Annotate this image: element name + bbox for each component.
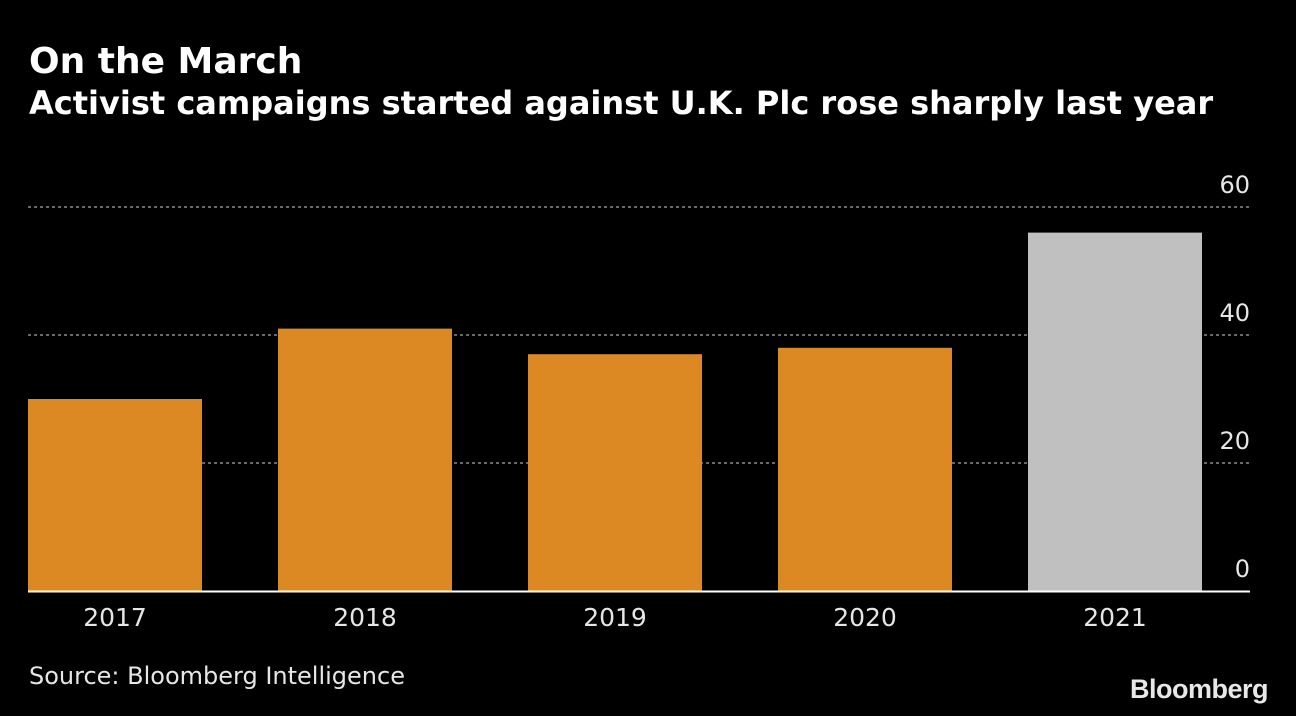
bar-2019 — [528, 354, 702, 591]
x-axis-ticks: 2017 2018 2019 2020 2021 — [83, 603, 1147, 632]
x-tick-label-2021: 2021 — [1083, 603, 1147, 632]
bar-2017 — [28, 399, 202, 591]
source-note: Source: Bloomberg Intelligence — [29, 662, 405, 690]
bars — [28, 232, 1202, 591]
x-tick-label-2017: 2017 — [83, 603, 147, 632]
y-axis-ticks: 0 20 40 60 — [1219, 171, 1250, 583]
chart-subtitle: Activist campaigns started against U.K. … — [29, 84, 1214, 122]
y-tick-label-20: 20 — [1219, 427, 1250, 455]
bar-2020 — [778, 347, 952, 591]
y-tick-label-40: 40 — [1219, 299, 1250, 327]
bar-2021 — [1028, 232, 1202, 591]
bar-2018 — [278, 328, 452, 591]
x-tick-label-2018: 2018 — [333, 603, 397, 632]
x-tick-label-2020: 2020 — [833, 603, 897, 632]
x-tick-label-2019: 2019 — [583, 603, 647, 632]
bloomberg-logo: Bloomberg — [1129, 674, 1269, 704]
chart-title: On the March — [29, 41, 303, 82]
y-tick-label-0: 0 — [1235, 555, 1250, 583]
y-tick-label-60: 60 — [1219, 171, 1250, 199]
